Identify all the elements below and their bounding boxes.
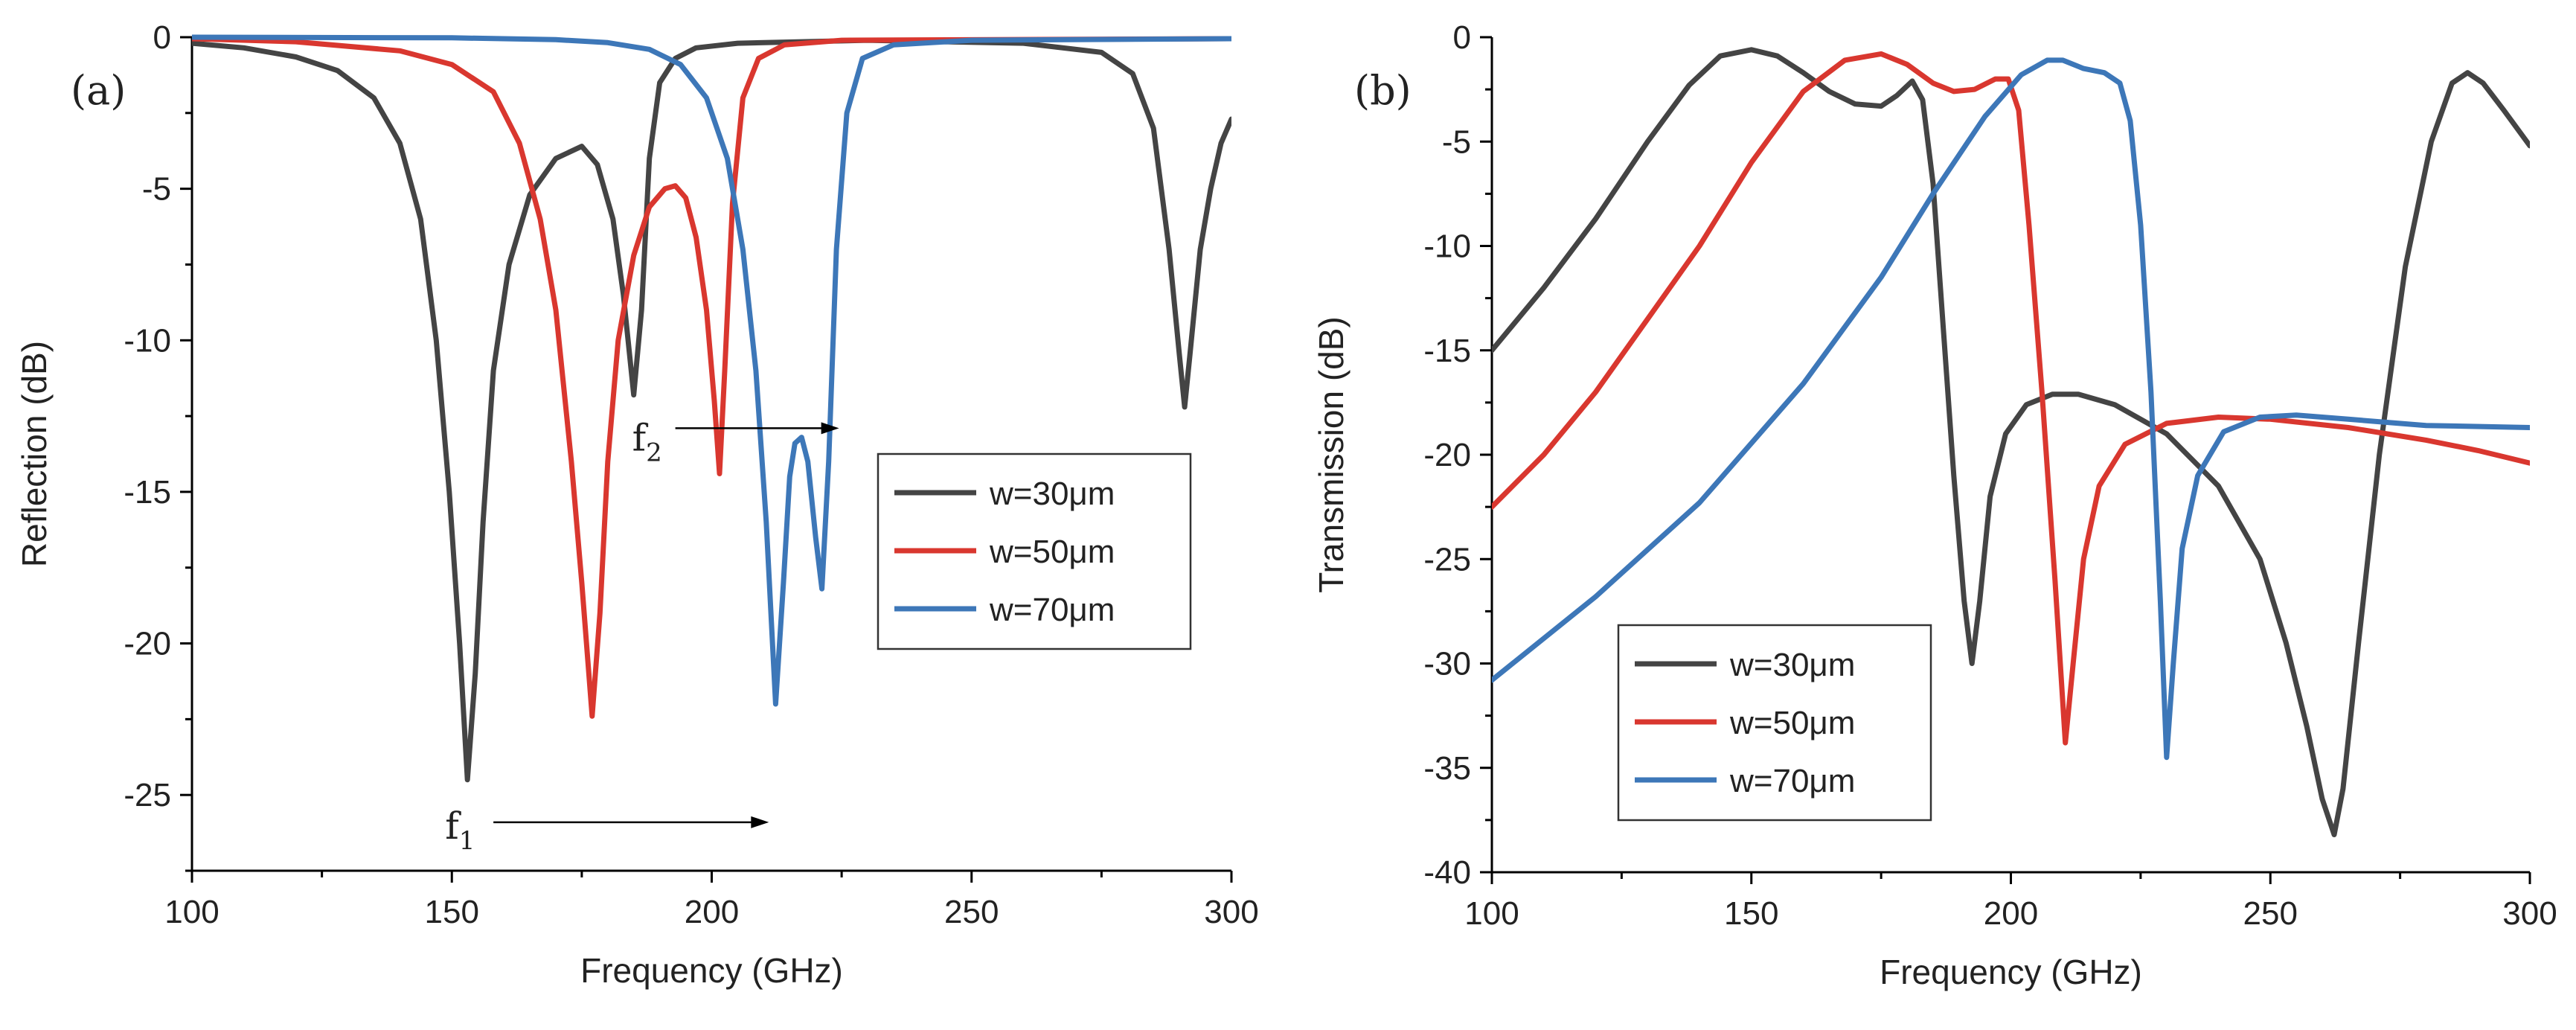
y-axis-title-b: Transmission (dB): [1312, 316, 1351, 592]
annotation-arrowhead-a-0: [751, 816, 769, 828]
x-tick-label-a: 100: [164, 894, 219, 930]
y-tick-label-b: -25: [1423, 541, 1471, 578]
y-tick-label-a: 0: [153, 19, 171, 56]
x-tick-label-a: 200: [685, 894, 739, 930]
legend-label-b-2: w=70μm: [1729, 763, 1855, 799]
y-tick-label-b: 0: [1453, 19, 1471, 56]
legend-label-a-2: w=70μm: [989, 592, 1115, 628]
series-line-a-2: [192, 34, 1231, 707]
annotation-arrowhead-a-1: [821, 422, 839, 435]
series-line-a-0: [192, 37, 1231, 783]
panel-b-transmission-chart: 100 150 200 250 300 0 -5 -10 -15 -20 -25 -30 -35 -40 F…: [1312, 19, 2557, 991]
legend-label-b-1: w=50μm: [1729, 705, 1855, 741]
y-tick-label-b: -20: [1423, 437, 1471, 473]
annotation-label-a-0: f1: [445, 805, 475, 856]
x-tick-label-b: 200: [1984, 895, 2038, 932]
y-axis-title-a: Reflection (dB): [15, 341, 54, 567]
legend-label-a-0: w=30μm: [989, 476, 1115, 512]
annotation-label-a-1: f2: [632, 417, 662, 468]
y-tick-label-b: -40: [1423, 854, 1471, 891]
x-tick-label-b: 150: [1724, 895, 1778, 932]
y-tick-label-b: -5: [1442, 124, 1471, 160]
x-tick-label-b: 250: [2243, 895, 2298, 932]
legend-a: w=30μm w=50μm w=70μm: [877, 452, 1192, 650]
series-line-b-0: [1492, 47, 2530, 837]
x-tick-label-a: 150: [425, 894, 479, 930]
panel-label-b: (b): [1354, 67, 1412, 114]
y-tick-label-b: -15: [1423, 333, 1471, 369]
x-tick-label-b: 300: [2502, 895, 2557, 932]
x-tick-label-a: 250: [944, 894, 999, 930]
y-tick-label-b: -30: [1423, 646, 1471, 682]
legend-label-a-1: w=50μm: [989, 534, 1115, 570]
panel-label-a: (a): [71, 67, 126, 114]
legend-b: w=30μm w=50μm w=70μm: [1617, 624, 1932, 822]
y-tick-label-b: -10: [1423, 228, 1471, 265]
y-tick-label-a: -25: [124, 777, 171, 813]
x-axis-title-b: Frequency (GHz): [1880, 953, 2142, 991]
y-tick-label-b: -35: [1423, 750, 1471, 787]
y-tick-label-a: -15: [124, 474, 171, 511]
y-tick-label-a: -5: [142, 171, 171, 208]
x-axis-title-a: Frequency (GHz): [580, 951, 843, 990]
x-tick-label-b: 100: [1464, 895, 1519, 932]
series-line-b-1: [1492, 51, 2530, 746]
x-tick-label-a: 300: [1204, 894, 1258, 930]
y-tick-label-a: -10: [124, 322, 171, 359]
series-line-b-2: [1492, 57, 2530, 761]
panel-a-reflection-chart: 100 150 200 250 300 0 -5 -10 -15 -20 -25 Frequency …: [15, 19, 1259, 990]
legend-label-b-0: w=30μm: [1729, 647, 1855, 683]
y-tick-label-a: -20: [124, 626, 171, 662]
